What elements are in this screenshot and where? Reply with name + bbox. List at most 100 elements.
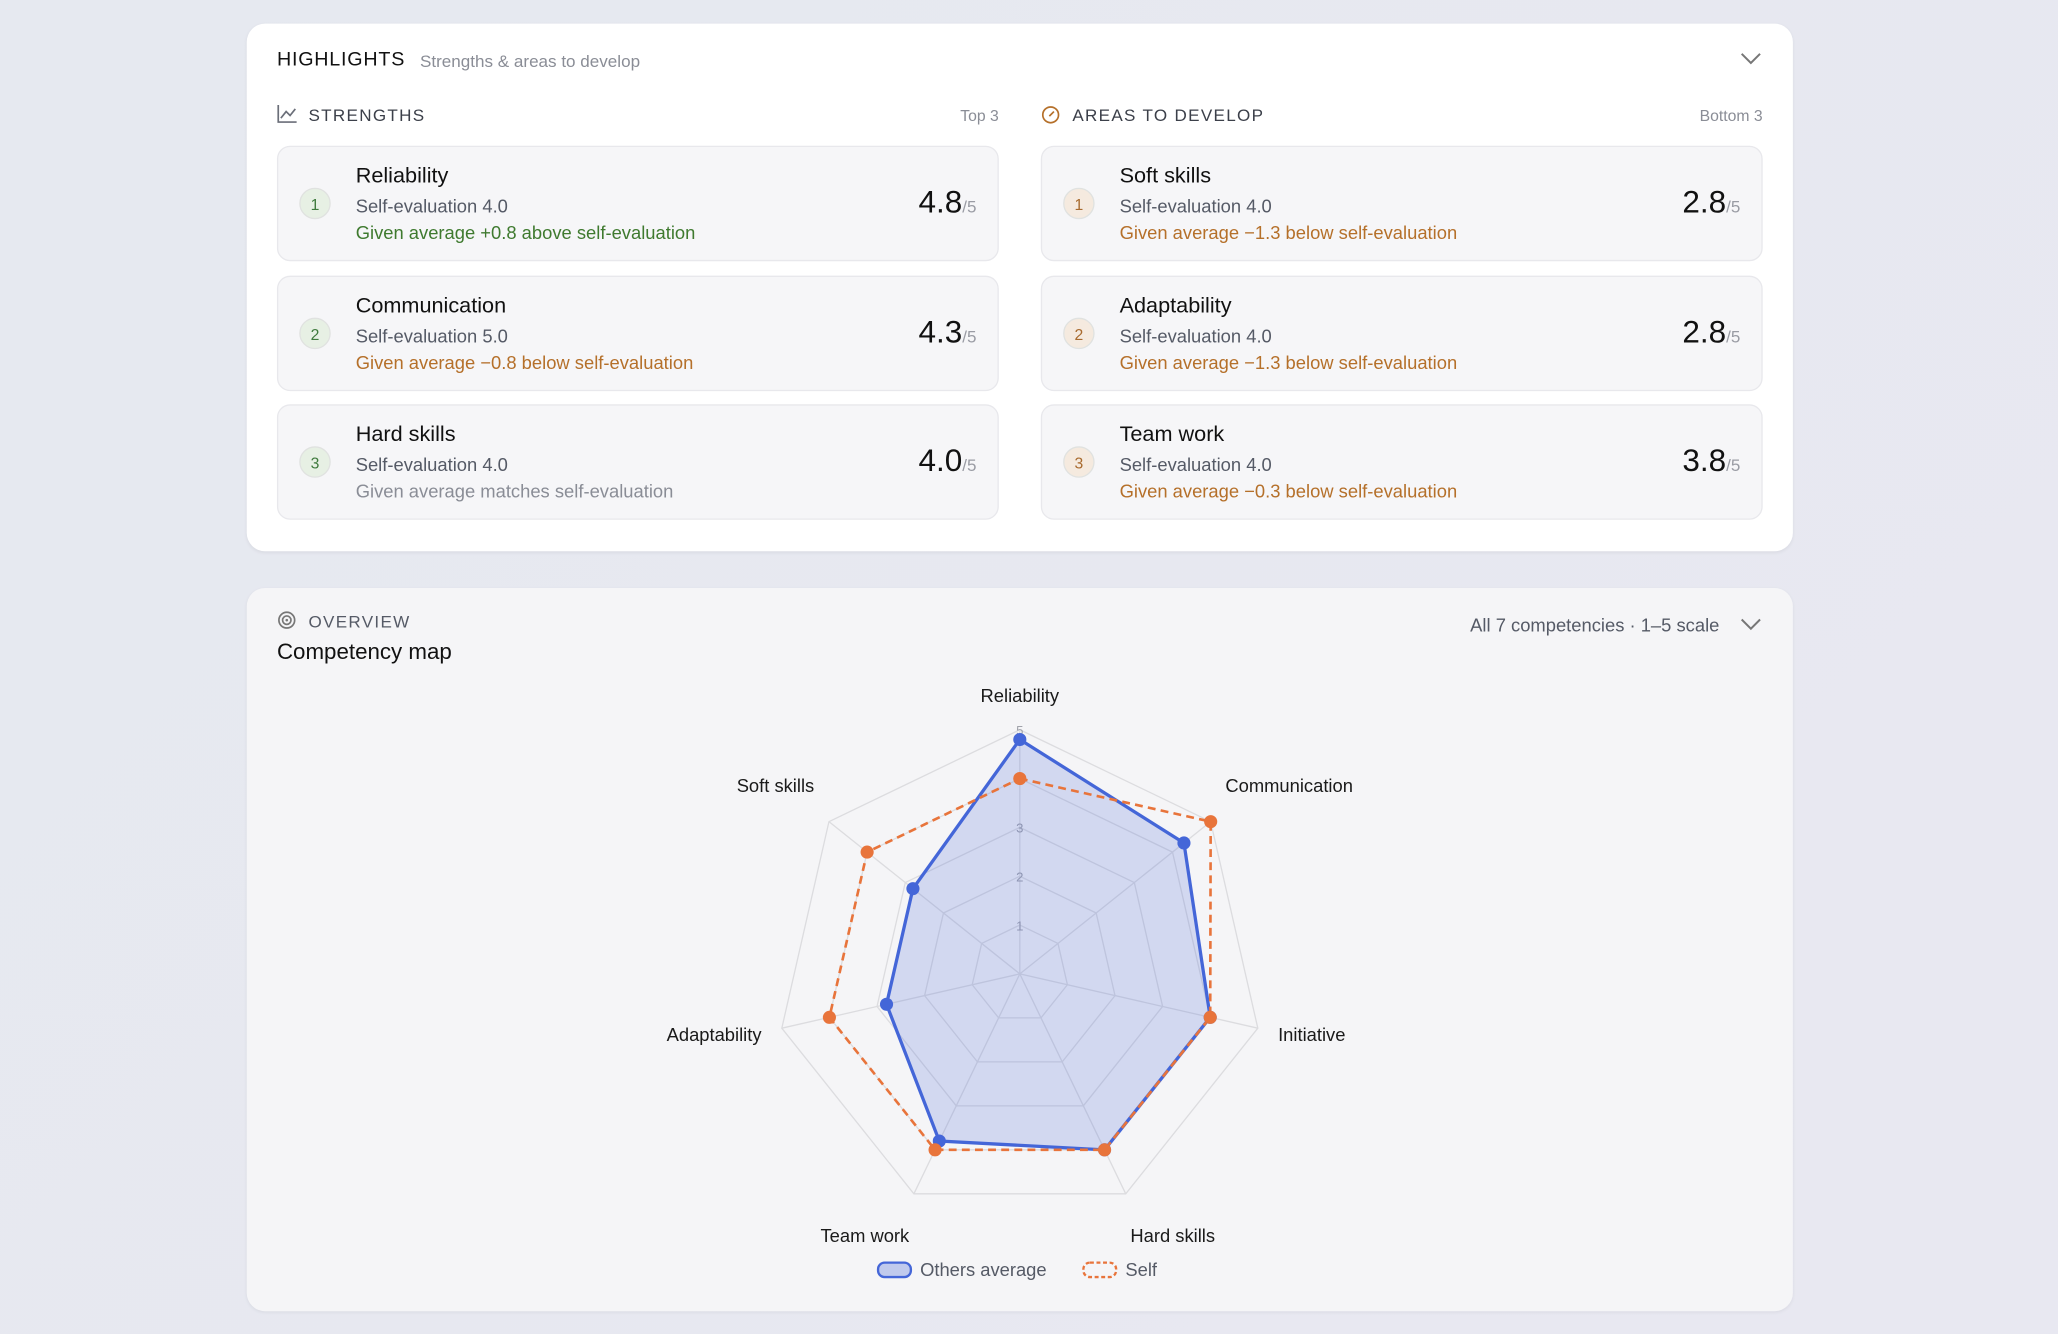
highlight-item: 3 Team work Self-evaluation 4.0 Given avera… [1040,404,1763,520]
score-scale: /5 [1726,326,1741,346]
score: 4.3/5 [918,314,976,351]
self-evaluation: Self-evaluation 4.0 [1119,195,1272,217]
score-scale: /5 [962,455,977,476]
data-point [1013,732,1027,747]
data-point [906,882,920,896]
grid-ring [781,729,1259,1195]
category-label: Team work [820,1225,910,1246]
delta: Given average −1.3 below self-evaluation [1119,351,1458,373]
data-point [1097,1143,1112,1157]
rank-badge: 2 [1063,316,1095,349]
r-tick-label: 2 [1016,869,1023,884]
score-value: 4.8 [918,185,963,221]
collapse-toggle[interactable] [1740,50,1761,68]
score: 4.8/5 [918,185,976,222]
collapse-toggle[interactable] [1740,616,1761,634]
delta: Given average −1.3 below self-evaluation [1119,221,1458,243]
item-name: Hard skills [355,422,456,447]
category-label: Communication [1225,775,1353,796]
delta: Given average −0.8 below self-evaluation [355,351,694,373]
score-value: 4.3 [918,314,963,350]
group-title: AREAS TO DEVELOP [1072,105,1265,125]
data-point [822,1010,836,1024]
rank-badge: 1 [1063,187,1095,220]
rank-badge: 3 [1063,446,1095,478]
category-label: Reliability [981,685,1060,706]
data-point [1204,815,1218,829]
data-point [1177,836,1191,850]
series-area [827,777,1212,1152]
legend-label: Self [1125,1259,1158,1280]
delta: Given average matches self-evaluation [355,480,674,502]
overview-label: OVERVIEW [308,611,411,632]
grid-ring [923,875,1116,1063]
delta: Given average +0.8 above self-evaluation [355,221,696,243]
rank-badge: 3 [299,446,331,478]
grid-ring [971,924,1069,1019]
data-point [879,997,894,1011]
highlight-item: 1 Reliability Self-evaluation 4.0 Given ave… [276,145,999,262]
self-evaluation: Self-evaluation 4.0 [355,454,508,476]
grid-ring [876,826,1164,1107]
self-evaluation: Self-evaluation 4.0 [1119,324,1272,346]
item-name: Reliability [355,164,449,188]
spoke [828,821,1021,975]
r-tick-label: 3 [1016,821,1023,836]
spoke [913,973,1021,1195]
rank-badge: 1 [299,187,331,220]
r-tick-label: 5 [1016,723,1023,738]
data-point [1203,1010,1217,1024]
score: 2.8/5 [1682,185,1740,222]
item-name: Team work [1119,422,1225,447]
legend-swatch [876,1261,913,1279]
score-value: 2.8 [1682,314,1727,350]
group-title: STRENGTHS [308,105,426,125]
self-evaluation: Self-evaluation 5.0 [355,324,508,346]
self-evaluation: Self-evaluation 4.0 [355,195,508,217]
delta: Given average −0.3 below self-evaluation [1119,480,1458,502]
highlight-item: 3 Hard skills Self-evaluation 4.0 Given ave… [276,404,999,520]
rank-badge: 2 [299,316,331,349]
score: 4.0/5 [918,444,976,481]
category-label: Initiative [1278,1024,1345,1045]
spoke [781,973,1020,1029]
item-name: Soft skills [1119,164,1212,188]
category-label: Hard skills [1130,1225,1215,1246]
highlight-item: 1 Soft skills Self-evaluation 4.0 Given ave… [1040,145,1763,262]
spoke [1019,973,1258,1029]
group-note: Bottom 3 [1699,106,1763,125]
target-icon [278,611,296,629]
r-tick-label: 1 [1016,918,1023,933]
data-point [860,845,874,859]
legend-swatch [1082,1261,1118,1279]
score-scale: /5 [1726,455,1741,476]
category-label: Soft skills [737,775,815,796]
score: 2.8/5 [1682,314,1740,351]
score-value: 4.0 [918,443,963,480]
group-note: Top 3 [960,106,999,125]
spoke [1019,973,1127,1195]
data-point [928,1143,942,1157]
overview-note[interactable]: All 7 competencies · 1–5 scale [1470,614,1720,636]
trend-icon [277,105,297,123]
legend-label: Others average [920,1259,1047,1280]
score-scale: /5 [962,326,977,346]
series-area [884,737,1212,1152]
data-point [1013,772,1027,786]
category-label: Adaptability [667,1024,763,1045]
score-value: 2.8 [1682,185,1727,221]
highlights-title: HIGHLIGHTS [276,48,406,71]
highlight-item: 2 Communication Self-evaluation 5.0 Given a… [276,274,999,391]
score-scale: /5 [1726,196,1741,217]
compass-icon [1041,106,1060,124]
overview-title: Competency map [276,639,452,665]
item-name: Adaptability [1119,293,1232,317]
highlight-item: 2 Adaptability Self-evaluation 4.0 Given av… [1040,274,1763,391]
highlights-subtitle: Strengths & areas to develop [420,51,641,71]
score-scale: /5 [962,196,977,217]
self-evaluation: Self-evaluation 4.0 [1119,454,1272,476]
score-value: 3.8 [1682,443,1727,480]
